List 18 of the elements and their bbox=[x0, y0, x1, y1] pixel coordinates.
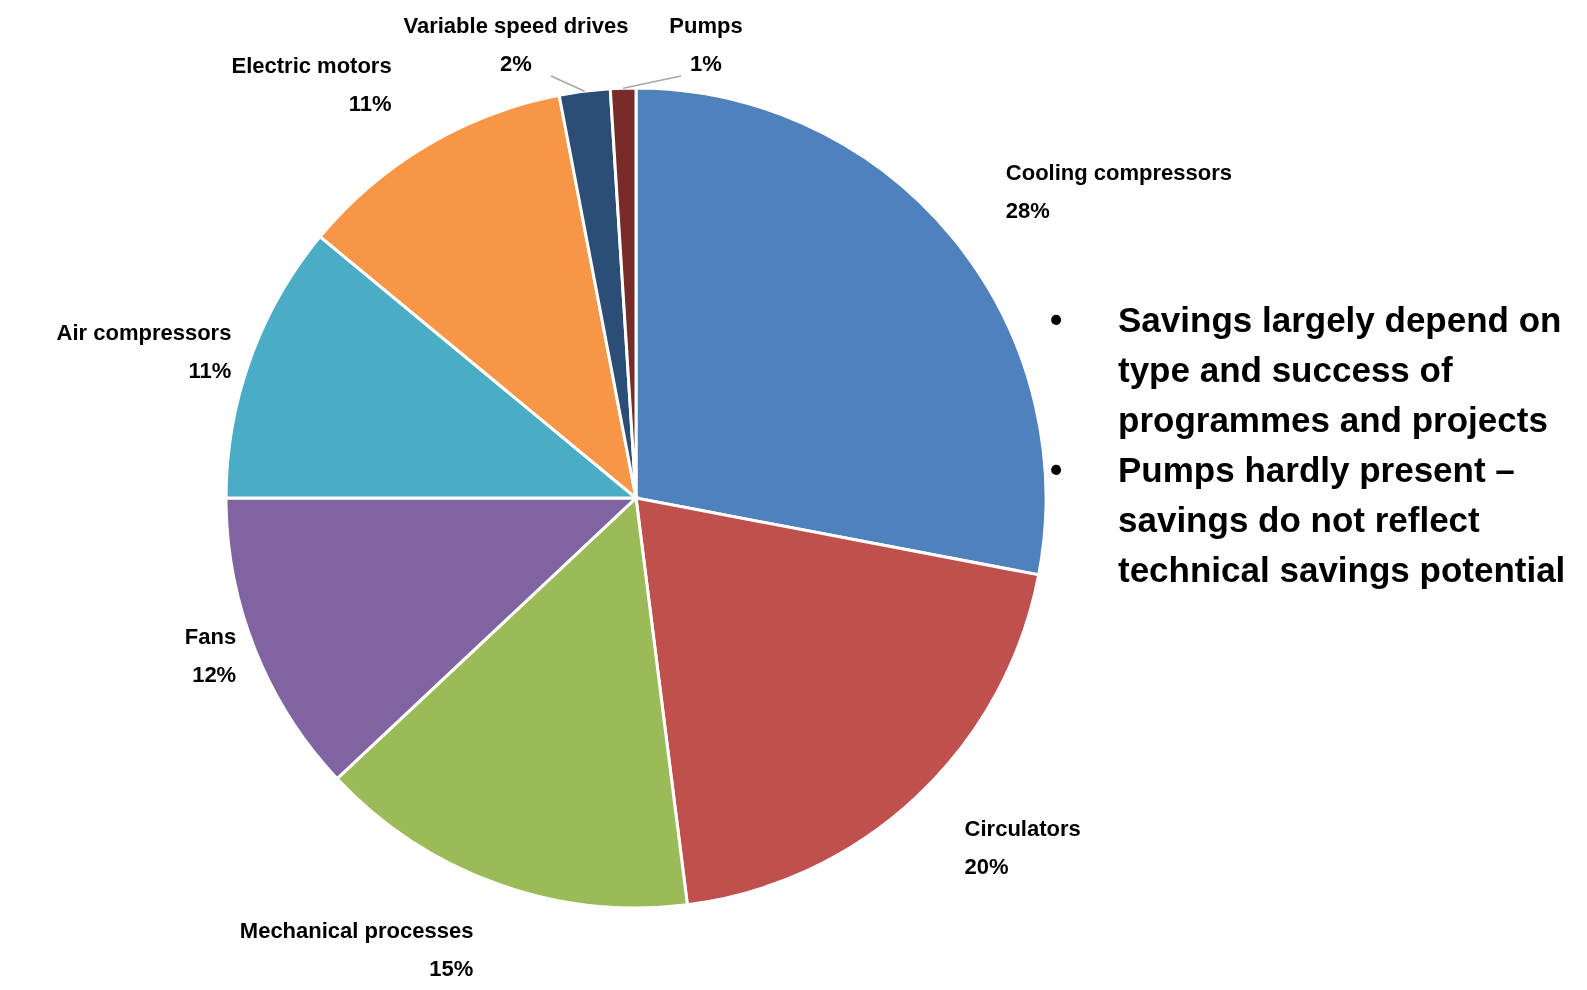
slice-label: Electric motors bbox=[231, 52, 392, 78]
slice-label: Pumps bbox=[669, 13, 743, 38]
text: • Pumps hardly present – savings do not reflect technical savings potential bbox=[1050, 449, 1567, 591]
data-label: 20% bbox=[964, 853, 1009, 879]
slice-label: Circulators bbox=[964, 815, 1081, 841]
data-label: 2% bbox=[500, 51, 532, 76]
slice-label: Air compressors bbox=[56, 320, 232, 346]
data-label: 11% bbox=[348, 90, 392, 116]
slice-label: Mechanical processes bbox=[239, 917, 474, 943]
text: • Savings largely depend on type and success of programmes and projects bbox=[1050, 299, 1563, 441]
data-label: 1% bbox=[690, 51, 722, 76]
data-label: 28% bbox=[1005, 198, 1050, 224]
slice-label: Fans bbox=[184, 624, 237, 650]
data-label: 15% bbox=[429, 955, 474, 981]
data-label: 12% bbox=[192, 662, 237, 688]
slice-label: Variable speed drives bbox=[403, 13, 629, 38]
data-label: 11% bbox=[188, 358, 232, 384]
slice-label: Cooling compressors bbox=[1005, 160, 1232, 186]
